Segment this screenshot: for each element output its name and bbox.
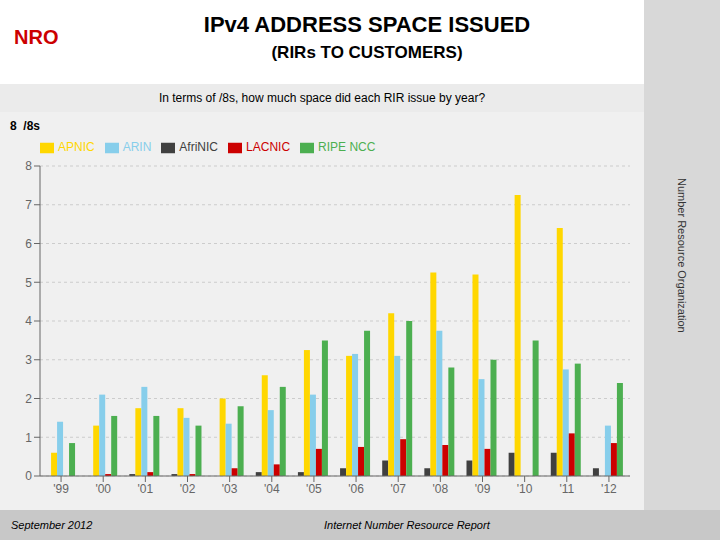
svg-text:'06: '06 xyxy=(348,482,364,496)
svg-text:'12: '12 xyxy=(601,482,617,496)
svg-text:2: 2 xyxy=(25,392,32,406)
svg-text:'04: '04 xyxy=(264,482,280,496)
svg-text:'07: '07 xyxy=(390,482,406,496)
svg-text:'08: '08 xyxy=(433,482,449,496)
html-text:In terms of /8s, how much spac: In terms of /8s, how much space did each… xyxy=(158,91,486,105)
html-text:APNIC: APNIC xyxy=(58,140,95,154)
html-text:ARIN: ARIN xyxy=(122,140,152,154)
svg-text:'09: '09 xyxy=(475,482,491,496)
svg-text:3: 3 xyxy=(25,353,32,367)
svg-text:4: 4 xyxy=(25,314,32,328)
svg-text:1: 1 xyxy=(25,431,32,445)
html-text:LACNIC: LACNIC xyxy=(246,140,290,154)
svg-text:'02: '02 xyxy=(180,482,196,496)
svg-text:0: 0 xyxy=(25,469,32,483)
svg-text:'99: '99 xyxy=(53,482,69,496)
html-text:Internet Number Resource Repor: Internet Number Resource Report xyxy=(324,519,490,531)
svg-text:'01: '01 xyxy=(138,482,154,496)
svg-text:'03: '03 xyxy=(222,482,238,496)
html-text:September 2012: September 2012 xyxy=(11,519,93,531)
svg-text:'00: '00 xyxy=(95,482,111,496)
svg-text:6: 6 xyxy=(25,237,32,251)
html-text:NRO: NRO xyxy=(14,26,59,48)
html-text:(RIRs TO CUSTOMERS): (RIRs TO CUSTOMERS) xyxy=(271,43,463,62)
svg-text:'10: '10 xyxy=(517,482,533,496)
html-text:AfriNIC: AfriNIC xyxy=(179,140,218,154)
svg-text:5: 5 xyxy=(25,276,32,290)
svg-text:'05: '05 xyxy=(306,482,322,496)
html-text:RIPE NCC: RIPE NCC xyxy=(318,140,376,154)
svg-text:'11: '11 xyxy=(559,482,574,496)
svg-text:8: 8 xyxy=(25,159,32,173)
html-text:8 /8s: 8 /8s xyxy=(10,119,40,133)
html-text:IPv4 ADDRESS SPACE ISSUED: IPv4 ADDRESS SPACE ISSUED xyxy=(203,12,531,37)
svg-text:7: 7 xyxy=(25,198,32,212)
html-text:Number Resource Organization: Number Resource Organization xyxy=(676,177,688,333)
